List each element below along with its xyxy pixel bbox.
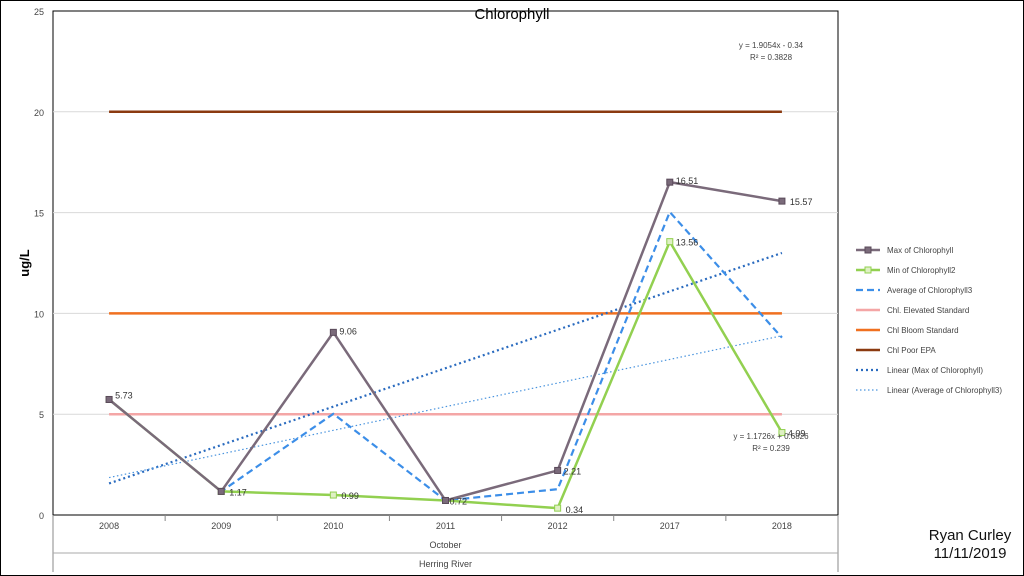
y-tick-labels: 0 5 10 15 20 25 [34,7,44,521]
x-tick-label: 2017 [660,521,680,531]
series-line [108,335,783,479]
data-label: 5.73 [115,390,133,400]
data-label: 15.57 [790,197,813,207]
plot-area [52,10,839,516]
series-linear-max-of-chlorophyll [108,251,783,485]
legend-label: Chl Bloom Standard [887,326,959,335]
data-label: 16.51 [676,176,699,186]
signature-date: 11/11/2019 [933,545,1007,562]
data-point [666,238,674,246]
author-name: Ryan Curley [928,527,1012,544]
series-line [108,210,783,502]
y-tick-label: 15 [34,209,44,219]
legend-item: Chl. Elevated Standard [856,306,969,315]
legend-item: Max of Chlorophyll [856,246,953,255]
trendline-equation: y = 1.9054x - 0.34 [739,41,804,50]
series-min-of-chlorophyll2 [105,238,786,512]
data-labels: 5.73 9.06 2.21 16.51 15.57 1.17 0.99 0.72 0.34 13… [115,176,812,515]
data-label: 0.34 [566,505,584,515]
legend: Max of Chlorophyll Min of Chlorophyll2 Ave… [856,246,1002,395]
legend-label: Average of Chlorophyll3 [887,286,973,295]
legend-item: Linear (Average of Chlorophyll3) [856,386,1002,395]
data-point [217,487,225,495]
trendline-equation: y = 1.1726x + 0.6826 [733,432,809,441]
x-tick-label: 2008 [99,521,119,531]
trendline-equations: y = 1.9054x - 0.34 R² = 0.3828 y = 1.1726x… [733,41,809,453]
series-line [108,240,784,510]
data-label: 0.72 [450,496,468,506]
data-point [554,466,562,474]
series-linear-average-of-chlorophyll3 [108,335,783,479]
y-tick-label: 5 [39,410,44,420]
y-tick-label: 25 [34,7,44,17]
legend-marker [864,246,872,254]
data-point [105,395,113,403]
legend-label: Linear (Max of Chlorophyll) [887,366,983,375]
data-label: 0.99 [341,491,359,501]
x-tick-label: 2011 [436,521,455,531]
legend-label: Chl. Elevated Standard [887,306,969,315]
y-tick-label: 20 [34,108,44,118]
data-label: 4.09 [788,429,806,439]
x-group-label: October [429,540,461,550]
data-point [554,504,562,512]
x-tick-label: 2018 [772,521,792,531]
x-tick-label: 2010 [323,521,343,531]
data-label: 2.21 [564,466,582,476]
legend-label: Min of Chlorophyll2 [887,266,956,275]
data-point [329,491,337,499]
series-average-of-chlorophyll3 [108,210,783,502]
trendline-equation: R² = 0.239 [752,444,790,453]
x-group-label-outer: Herring River [419,559,472,569]
data-label: 13.56 [676,238,699,248]
data-point [778,197,786,205]
x-axis: 2008 2009 2010 2011 2012 2017 2018 October Herri… [52,515,839,572]
legend-item: Min of Chlorophyll2 [856,266,956,275]
plot-border [52,10,839,516]
series-max-of-chlorophyll [105,178,786,504]
trendline-equation: R² = 0.3828 [750,53,793,62]
data-label: 9.06 [339,326,357,336]
legend-item: Chl Poor EPA [856,346,936,355]
data-point [329,328,337,336]
data-label: 1.17 [229,487,247,497]
x-tick-label: 2012 [548,521,568,531]
series-line [108,180,783,502]
data-point [666,178,674,186]
chart-title: Chlorophyll [474,6,549,23]
legend-item: Average of Chlorophyll3 [856,286,973,295]
series-layer [105,110,786,512]
x-tick-label: 2009 [211,521,231,531]
legend-label: Max of Chlorophyll [887,246,953,255]
legend-item: Chl Bloom Standard [856,326,959,335]
y-tick-label: 0 [39,511,44,521]
legend-label: Chl Poor EPA [887,346,936,355]
legend-item: Linear (Max of Chlorophyll) [856,366,983,375]
series-line [108,251,783,485]
y-axis-label: ug/L [17,249,32,276]
y-tick-label: 10 [34,309,44,319]
data-point [778,429,786,437]
legend-marker [864,266,872,274]
legend-label: Linear (Average of Chlorophyll3) [887,386,1002,395]
data-point [442,496,449,504]
